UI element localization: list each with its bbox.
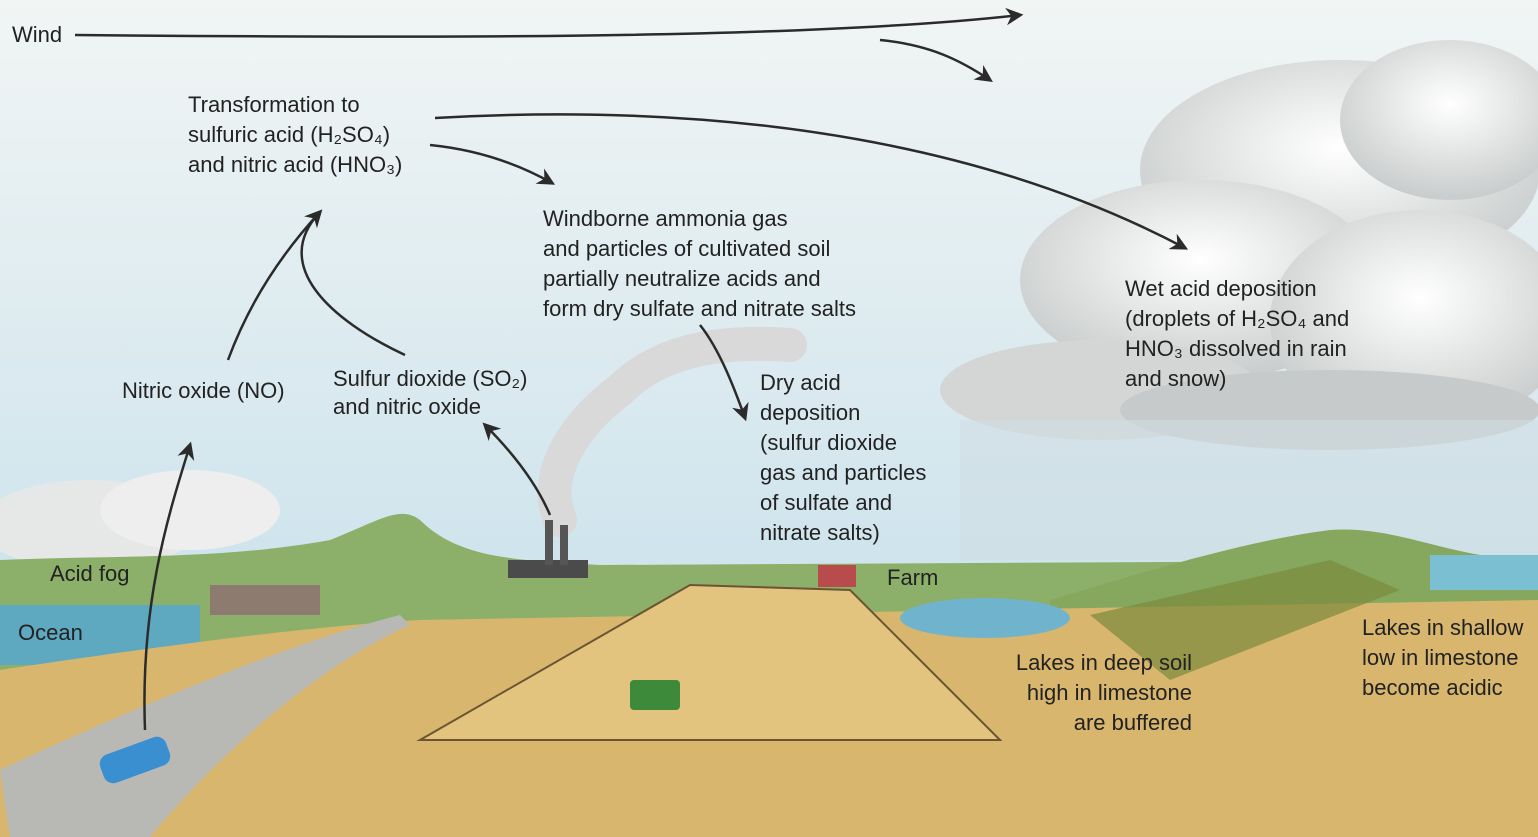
label: Ocean <box>18 620 83 645</box>
label: (droplets of H₂SO₄ and <box>1125 306 1349 331</box>
label: high in limestone <box>1027 680 1192 705</box>
label: partially neutralize acids and <box>543 266 821 291</box>
tractor <box>630 680 680 710</box>
farm-building <box>818 565 856 587</box>
label: and snow) <box>1125 366 1227 391</box>
fog <box>100 470 280 550</box>
smokestack <box>545 520 553 565</box>
label: HNO₃ dissolved in rain <box>1125 336 1347 361</box>
label: and particles of cultivated soil <box>543 236 830 261</box>
label: Lakes in shallow <box>1362 615 1524 640</box>
label: of sulfate and <box>760 490 892 515</box>
label: low in limestone <box>1362 645 1519 670</box>
label: sulfuric acid (H₂SO₄) <box>188 122 390 147</box>
label: Transformation to <box>188 92 360 117</box>
label: (sulfur dioxide <box>760 430 897 455</box>
label: Wind <box>12 22 62 47</box>
label: become acidic <box>1362 675 1503 700</box>
label: Acid fog <box>50 561 130 586</box>
city <box>210 585 320 615</box>
diagram: Wind Transformation to sulfuric acid (H₂… <box>0 0 1538 837</box>
lake <box>900 598 1070 638</box>
label: and nitric acid (HNO₃) <box>188 152 402 177</box>
label: form dry sulfate and nitrate salts <box>543 296 856 321</box>
label: Farm <box>887 565 938 590</box>
smokestack <box>560 525 568 565</box>
label: gas and particles <box>760 460 926 485</box>
label: Lakes in deep soil <box>1016 650 1192 675</box>
label: deposition <box>760 400 860 425</box>
label: Sulfur dioxide (SO₂) <box>333 366 527 391</box>
page: Wind Transformation to sulfuric acid (H₂… <box>0 0 1538 837</box>
label: nitrate salts) <box>760 520 880 545</box>
label: Dry acid <box>760 370 841 395</box>
label: Nitric oxide (NO) <box>122 378 285 403</box>
label: Wet acid deposition <box>1125 276 1317 301</box>
label: Windborne ammonia gas <box>543 206 788 231</box>
rain <box>960 420 1538 560</box>
label: and nitric oxide <box>333 394 481 419</box>
lake <box>1430 555 1538 590</box>
label: are buffered <box>1074 710 1192 735</box>
